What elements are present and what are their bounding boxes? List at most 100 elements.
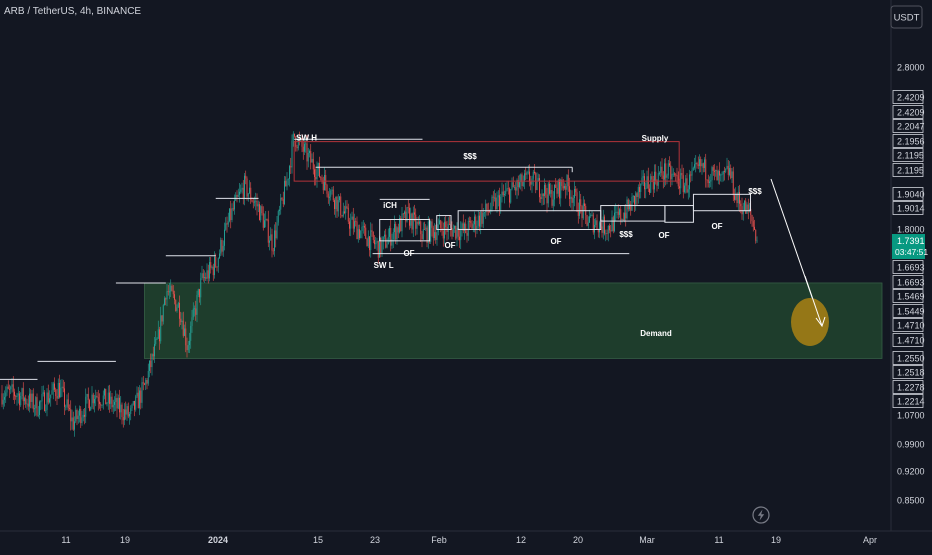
- candle-body: [306, 143, 308, 162]
- candle-body: [629, 204, 630, 210]
- candle-body: [251, 199, 253, 202]
- candle-body: [276, 222, 278, 239]
- candle-body: [269, 240, 270, 243]
- candle-body: [72, 417, 74, 430]
- candle-body: [437, 224, 439, 233]
- candle-body: [674, 173, 675, 175]
- demand-zone: [144, 282, 883, 359]
- candle-body: [381, 241, 383, 254]
- candle-body: [482, 212, 484, 224]
- candle-body: [412, 212, 414, 230]
- candle-body: [646, 176, 648, 189]
- candle-body: [65, 406, 67, 408]
- replay-lightning-icon[interactable]: [752, 506, 770, 524]
- candle-body: [192, 308, 194, 318]
- candle-body: [252, 201, 254, 203]
- candle-body: [409, 207, 410, 226]
- candle-body: [384, 234, 385, 237]
- candle-body: [60, 387, 62, 398]
- candle-body: [645, 188, 647, 190]
- candle-body: [119, 397, 120, 413]
- candle-body: [374, 239, 375, 245]
- annotation-supply: Supply: [642, 134, 669, 143]
- candle-body: [75, 410, 77, 422]
- time-axis-label: 2024: [208, 535, 228, 545]
- candle-body: [549, 183, 550, 194]
- candle-body: [562, 186, 564, 189]
- candle-body: [581, 206, 583, 219]
- time-axis-label: 20: [573, 535, 583, 545]
- currency-button[interactable]: USDT: [890, 5, 923, 29]
- candle-body: [430, 221, 432, 242]
- candle-body: [386, 244, 388, 248]
- candle-body: [426, 227, 428, 243]
- candle-body: [64, 388, 65, 407]
- time-axis[interactable]: 11 19 2024 15 23 Feb 12 20 Mar 11 19 Apr: [61, 535, 877, 545]
- candle-body: [565, 186, 567, 190]
- candle-body: [481, 211, 483, 224]
- annotation-liq3: $$$: [748, 187, 762, 196]
- candle-body: [612, 217, 614, 232]
- candle-body: [205, 277, 207, 279]
- candle-body: [159, 329, 160, 342]
- candle-body: [670, 165, 672, 180]
- candle-body: [290, 166, 292, 168]
- candle-body: [495, 197, 497, 210]
- candle-body: [497, 195, 499, 198]
- candle-body: [740, 203, 742, 207]
- candle-body: [309, 150, 310, 154]
- candle-body: [500, 196, 502, 210]
- candle-body: [616, 211, 618, 213]
- annotation-labels-layer: SW H SW L Supply $$$ iCH OF OF OF $$$ OF OF $$$ Dema…: [296, 134, 762, 338]
- candle-body: [204, 277, 205, 279]
- candle-body: [82, 414, 84, 418]
- candle-body: [14, 391, 15, 397]
- candle-body: [540, 197, 542, 200]
- candle-body: [522, 181, 524, 186]
- candle-body: [342, 211, 344, 217]
- candle-body: [312, 158, 314, 170]
- candle-body: [729, 168, 730, 175]
- candle-body: [196, 294, 198, 315]
- candle-body: [111, 396, 113, 408]
- candle-body: [242, 187, 244, 199]
- candle-body: [94, 399, 95, 404]
- candle-body: [246, 178, 248, 197]
- candle-body: [302, 146, 304, 152]
- order-block-layer: [379, 193, 751, 242]
- candle-body: [689, 174, 690, 190]
- order-flow-box: [692, 193, 751, 212]
- price-axis[interactable]: 2.8000 2.4209 2.4209 2.2047 2.1956 2.1195 2.11…: [892, 63, 928, 506]
- candle-body: [202, 273, 204, 279]
- candle-body: [435, 232, 437, 240]
- candle-body: [371, 230, 373, 232]
- candle-body: [61, 386, 63, 388]
- candle-body: [712, 167, 714, 171]
- candle-body: [206, 270, 208, 279]
- candle-body: [671, 173, 673, 180]
- candle-body: [724, 170, 725, 172]
- candle-body: [57, 382, 59, 399]
- price-axis-label-box: [892, 275, 924, 289]
- candle-body: [479, 215, 480, 227]
- price-axis-label-box: [892, 187, 924, 201]
- candle-body: [284, 180, 285, 205]
- candle-body: [367, 236, 369, 247]
- candle-body: [524, 173, 525, 182]
- candle-body: [15, 396, 17, 398]
- candle-body: [484, 212, 485, 214]
- candle-body: [221, 239, 223, 252]
- candle-body: [681, 172, 683, 176]
- candle-body: [649, 188, 650, 193]
- currency-button-label: USDT: [894, 13, 920, 24]
- candle-body: [394, 224, 395, 233]
- candle-body: [126, 406, 128, 415]
- price-axis-label-box: [892, 351, 924, 365]
- candle-body: [222, 245, 224, 252]
- candle-body: [254, 201, 255, 203]
- candle-body: [151, 354, 153, 368]
- candle-body: [292, 133, 294, 141]
- candle-body: [580, 199, 582, 207]
- candle-body: [175, 299, 177, 311]
